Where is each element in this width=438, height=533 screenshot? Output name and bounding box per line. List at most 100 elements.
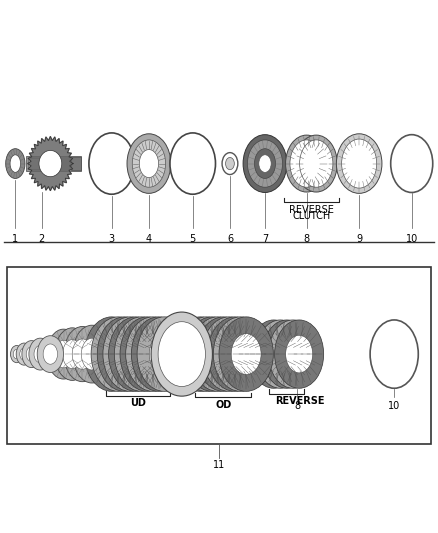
- Ellipse shape: [336, 134, 382, 193]
- Ellipse shape: [138, 334, 168, 375]
- Text: UD: UD: [130, 398, 146, 408]
- Ellipse shape: [55, 328, 90, 381]
- Ellipse shape: [185, 317, 239, 391]
- Ellipse shape: [114, 317, 169, 391]
- Ellipse shape: [249, 320, 298, 388]
- Ellipse shape: [243, 135, 287, 192]
- Ellipse shape: [173, 317, 228, 391]
- Ellipse shape: [295, 135, 337, 192]
- Ellipse shape: [91, 317, 145, 391]
- Ellipse shape: [47, 329, 80, 379]
- Ellipse shape: [259, 155, 271, 172]
- Ellipse shape: [191, 317, 245, 391]
- Text: 7: 7: [262, 233, 268, 244]
- Ellipse shape: [26, 346, 37, 361]
- Ellipse shape: [16, 343, 32, 365]
- Ellipse shape: [37, 336, 64, 373]
- Ellipse shape: [158, 322, 205, 386]
- Ellipse shape: [179, 317, 233, 391]
- Ellipse shape: [97, 334, 127, 375]
- Text: 2: 2: [39, 233, 45, 244]
- Polygon shape: [28, 136, 73, 191]
- Ellipse shape: [226, 334, 255, 375]
- Ellipse shape: [196, 317, 251, 391]
- Ellipse shape: [260, 335, 287, 373]
- Ellipse shape: [222, 152, 238, 174]
- Ellipse shape: [151, 312, 212, 396]
- Bar: [7, 266, 431, 444]
- Ellipse shape: [34, 345, 46, 363]
- Ellipse shape: [290, 140, 323, 187]
- Ellipse shape: [214, 334, 244, 375]
- Text: 10: 10: [406, 233, 418, 244]
- Text: 5: 5: [190, 233, 196, 244]
- Ellipse shape: [279, 335, 307, 373]
- Bar: [71, 157, 81, 169]
- Ellipse shape: [97, 317, 152, 391]
- Ellipse shape: [63, 340, 82, 368]
- Ellipse shape: [85, 317, 139, 391]
- Ellipse shape: [110, 334, 139, 375]
- Ellipse shape: [13, 349, 20, 359]
- Ellipse shape: [254, 149, 276, 179]
- Ellipse shape: [126, 317, 180, 391]
- Ellipse shape: [256, 320, 305, 388]
- Ellipse shape: [29, 338, 52, 370]
- Text: REVERSE: REVERSE: [289, 205, 334, 215]
- Ellipse shape: [219, 317, 273, 391]
- Ellipse shape: [144, 334, 173, 375]
- Ellipse shape: [191, 334, 221, 375]
- Ellipse shape: [39, 150, 62, 177]
- Ellipse shape: [286, 135, 328, 192]
- Text: OD: OD: [215, 400, 232, 410]
- Ellipse shape: [54, 341, 73, 368]
- Ellipse shape: [127, 134, 171, 193]
- Text: REVERSE: REVERSE: [275, 396, 325, 406]
- Text: 6: 6: [227, 233, 233, 244]
- Ellipse shape: [22, 341, 41, 368]
- Ellipse shape: [6, 149, 25, 179]
- Ellipse shape: [226, 157, 234, 169]
- Ellipse shape: [300, 140, 333, 187]
- Text: 1: 1: [12, 233, 18, 244]
- Ellipse shape: [127, 334, 156, 375]
- Text: 4: 4: [146, 233, 152, 244]
- Ellipse shape: [120, 317, 174, 391]
- Ellipse shape: [103, 317, 157, 391]
- Text: 10: 10: [388, 401, 400, 411]
- Ellipse shape: [132, 140, 166, 187]
- Ellipse shape: [121, 334, 151, 375]
- Ellipse shape: [139, 150, 159, 177]
- Text: 9: 9: [356, 233, 362, 244]
- Ellipse shape: [109, 317, 163, 391]
- Ellipse shape: [89, 133, 134, 194]
- Ellipse shape: [370, 320, 418, 388]
- Text: 11: 11: [213, 460, 225, 470]
- Ellipse shape: [137, 317, 191, 391]
- Ellipse shape: [342, 139, 377, 188]
- Ellipse shape: [208, 317, 262, 391]
- Text: 8: 8: [294, 401, 300, 411]
- Ellipse shape: [115, 334, 145, 375]
- Ellipse shape: [268, 320, 318, 388]
- Ellipse shape: [20, 348, 28, 360]
- Ellipse shape: [132, 334, 162, 375]
- Ellipse shape: [203, 334, 233, 375]
- Ellipse shape: [186, 334, 215, 375]
- Ellipse shape: [267, 335, 294, 373]
- Bar: [26, 156, 81, 172]
- Ellipse shape: [43, 344, 58, 364]
- Ellipse shape: [231, 334, 261, 375]
- Ellipse shape: [197, 334, 227, 375]
- Ellipse shape: [262, 320, 311, 388]
- Text: 8: 8: [304, 233, 310, 244]
- Ellipse shape: [391, 135, 433, 192]
- Ellipse shape: [208, 334, 238, 375]
- Ellipse shape: [73, 325, 111, 383]
- Ellipse shape: [213, 317, 268, 391]
- Ellipse shape: [103, 334, 133, 375]
- Ellipse shape: [64, 327, 101, 382]
- Ellipse shape: [72, 339, 92, 369]
- Ellipse shape: [131, 317, 186, 391]
- Text: CLUTCH: CLUTCH: [292, 211, 331, 221]
